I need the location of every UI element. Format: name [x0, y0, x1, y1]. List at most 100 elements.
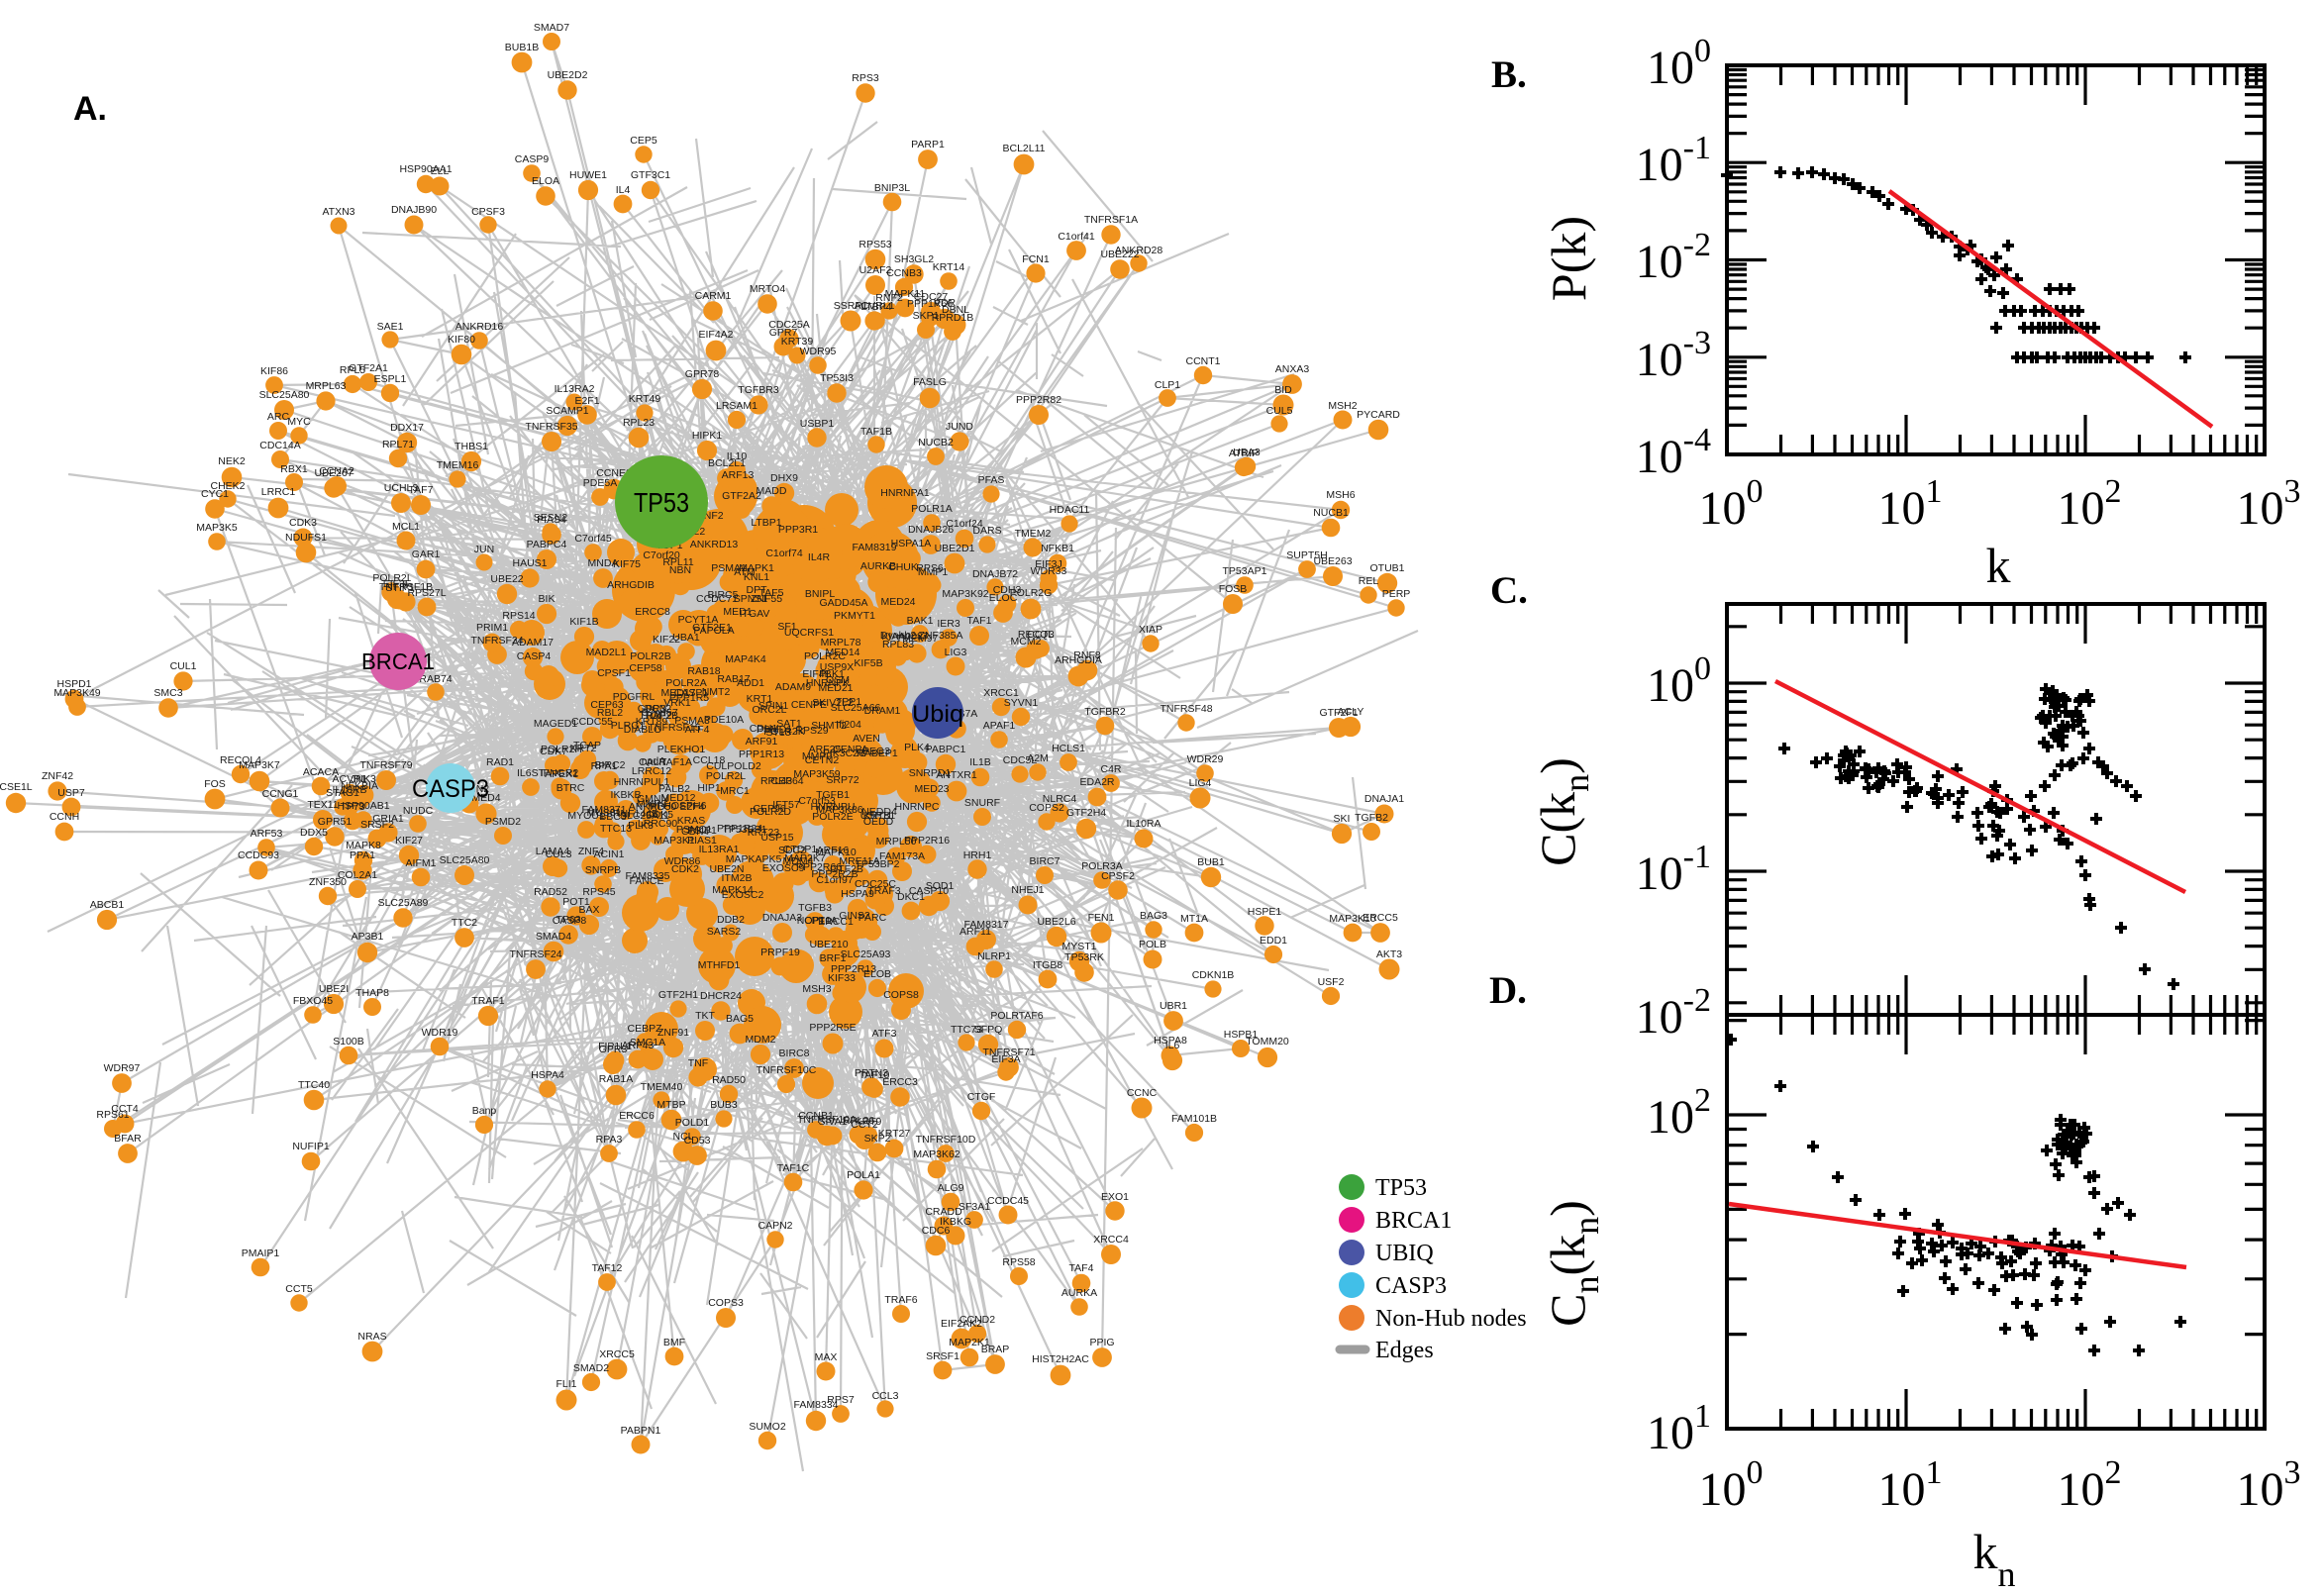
svg-text:IFNGR2: IFNGR2: [541, 767, 579, 779]
svg-text:KIF75: KIF75: [613, 558, 641, 570]
svg-text:BBC3: BBC3: [599, 811, 627, 823]
svg-text:DHCR24: DHCR24: [700, 990, 742, 1002]
svg-text:BNIP3L: BNIP3L: [874, 182, 910, 194]
svg-text:MYC: MYC: [287, 416, 311, 428]
svg-text:CCNB1: CCNB1: [798, 1110, 834, 1122]
svg-text:ST13: ST13: [765, 727, 790, 739]
svg-text:PMAIP1: PMAIP1: [242, 1247, 280, 1259]
svg-text:UBE2N: UBE2N: [709, 863, 744, 875]
svg-text:OEDD: OEDD: [863, 816, 894, 828]
svg-text:NOP10: NOP10: [797, 915, 832, 927]
svg-text:DIABLO: DIABLO: [624, 724, 662, 736]
svg-text:SMAD4: SMAD4: [536, 931, 571, 943]
svg-text:BIRC7: BIRC7: [1030, 855, 1060, 867]
svg-text:CCNG1: CCNG1: [262, 788, 299, 800]
svg-text:GTF2A2: GTF2A2: [722, 490, 761, 502]
svg-text:ANKRD13: ANKRD13: [690, 539, 739, 550]
svg-text:HNRNPK: HNRNPK: [806, 677, 850, 689]
svg-text:MAP2K7: MAP2K7: [784, 852, 826, 864]
svg-text:CEP96: CEP96: [753, 803, 785, 815]
svg-text:k: k: [1986, 538, 2011, 593]
svg-text:PSMA3: PSMA3: [674, 715, 710, 727]
svg-text:SAE1: SAE1: [377, 321, 404, 333]
svg-text:ITGB8: ITGB8: [1033, 959, 1063, 971]
svg-text:UBA3: UBA3: [1233, 447, 1261, 458]
svg-text:CCT2: CCT2: [851, 1119, 878, 1131]
svg-text:LRRC90: LRRC90: [638, 818, 677, 830]
svg-text:SUMO2: SUMO2: [749, 1421, 786, 1433]
svg-text:TP63: TP63: [556, 914, 580, 926]
svg-text:CCDC55: CCDC55: [571, 716, 613, 728]
svg-text:IL4: IL4: [616, 184, 631, 196]
svg-text:PSIP1: PSIP1: [687, 825, 717, 837]
svg-text:USP7: USP7: [57, 787, 85, 799]
svg-text:WDR19: WDR19: [422, 1027, 458, 1039]
svg-text:BNIPL: BNIPL: [805, 588, 836, 600]
svg-text:MAP3K59: MAP3K59: [793, 768, 840, 780]
svg-text:PLK1: PLK1: [819, 668, 845, 680]
svg-text:CCL18: CCL18: [693, 754, 726, 766]
svg-text:NHEJ1: NHEJ1: [1011, 884, 1044, 896]
svg-text:C7orf45: C7orf45: [574, 533, 612, 545]
svg-text:KRT27: KRT27: [878, 1128, 911, 1140]
svg-text:USP15: USP15: [760, 832, 793, 844]
svg-text:MSH6: MSH6: [1326, 489, 1355, 501]
svg-text:PPP2R13: PPP2R13: [831, 963, 876, 975]
svg-text:PARP1: PARP1: [911, 139, 945, 150]
svg-text:HIPK1: HIPK1: [692, 430, 723, 442]
svg-text:FAM8334: FAM8334: [794, 1399, 839, 1411]
svg-text:CPSF1: CPSF1: [597, 667, 631, 679]
svg-text:ARF25: ARF25: [809, 744, 842, 755]
svg-text:TGFB3: TGFB3: [798, 902, 832, 914]
svg-text:CENPA: CENPA: [833, 744, 867, 755]
svg-text:RPL23: RPL23: [623, 417, 655, 429]
svg-text:PPP1R5: PPP1R5: [669, 692, 709, 704]
svg-text:CDH1: CDH1: [750, 723, 778, 735]
svg-text:FAM173A: FAM173A: [879, 850, 925, 862]
svg-text:SF3A1: SF3A1: [959, 1201, 990, 1213]
svg-text:NDUFS1: NDUFS1: [285, 532, 327, 544]
svg-text:S100B: S100B: [333, 1036, 364, 1047]
svg-text:TTC73: TTC73: [951, 1024, 982, 1036]
svg-text:CEBPZ: CEBPZ: [627, 1023, 662, 1035]
svg-text:PABPN1: PABPN1: [621, 1425, 661, 1437]
svg-text:KRT39: KRT39: [781, 336, 814, 348]
svg-text:RPL83: RPL83: [882, 639, 914, 650]
svg-text:ATXN3: ATXN3: [322, 206, 354, 218]
svg-text:CCT5: CCT5: [285, 1283, 313, 1295]
svg-text:COPS3: COPS3: [708, 1297, 744, 1309]
svg-text:BIRC2: BIRC2: [595, 759, 626, 771]
svg-text:KRT81: KRT81: [863, 810, 896, 822]
svg-text:GTF2H1: GTF2H1: [658, 989, 698, 1001]
svg-text:TOMM20: TOMM20: [1246, 1036, 1289, 1047]
svg-text:ERCC6: ERCC6: [619, 1110, 655, 1122]
svg-text:10-4: 10-4: [1636, 422, 1711, 483]
svg-text:EDD1: EDD1: [1260, 935, 1287, 947]
svg-text:UBE2L6: UBE2L6: [1037, 916, 1075, 928]
svg-text:SRSF2: SRSF2: [360, 819, 394, 831]
svg-text:TNFRSF24: TNFRSF24: [470, 635, 523, 647]
svg-text:MAPKAPK5: MAPKAPK5: [726, 853, 782, 865]
svg-text:RABEP1: RABEP1: [857, 748, 898, 759]
svg-text:TTC2: TTC2: [452, 917, 477, 929]
svg-text:TP53AP1: TP53AP1: [1223, 565, 1267, 577]
svg-text:POLR2C: POLR2C: [804, 650, 846, 662]
svg-text:FLI1: FLI1: [556, 1378, 576, 1390]
svg-text:GPR7: GPR7: [769, 327, 798, 339]
svg-text:KIAA0087: KIAA0087: [881, 631, 928, 643]
svg-text:ARC: ARC: [267, 411, 290, 423]
svg-text:UBR1: UBR1: [1160, 1000, 1187, 1012]
svg-text:MAPK8: MAPK8: [346, 840, 381, 851]
svg-text:RPRD1B: RPRD1B: [932, 312, 974, 324]
svg-text:CDH3: CDH3: [993, 584, 1022, 596]
svg-text:UBE2I: UBE2I: [319, 983, 349, 995]
svg-text:CCND2: CCND2: [960, 1314, 995, 1326]
svg-text:CDK5: CDK5: [646, 809, 673, 821]
svg-text:EIF4A2: EIF4A2: [698, 329, 733, 341]
svg-text:CDC25C: CDC25C: [855, 878, 896, 890]
svg-text:ZNF4: ZNF4: [578, 846, 604, 857]
svg-text:CUL3: CUL3: [546, 848, 572, 860]
svg-text:SARS2: SARS2: [707, 926, 742, 938]
svg-text:MED17: MED17: [660, 687, 695, 699]
svg-text:MAPK10: MAPK10: [815, 847, 857, 858]
